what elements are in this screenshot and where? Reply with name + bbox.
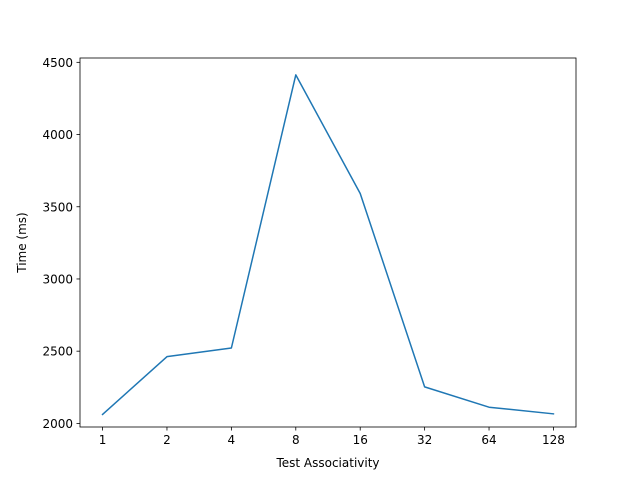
y-tick-label: 4000 (42, 128, 73, 142)
x-tick-label: 128 (542, 433, 565, 447)
y-tick-label: 3500 (42, 200, 73, 214)
y-tick-label: 2000 (42, 417, 73, 431)
x-tick-label: 32 (417, 433, 432, 447)
x-tick-label: 16 (353, 433, 368, 447)
x-tick-label: 64 (481, 433, 496, 447)
x-tick-label: 8 (292, 433, 300, 447)
x-tick-label: 2 (163, 433, 171, 447)
y-tick-label: 4500 (42, 56, 73, 70)
y-axis-ticks: 2000 2500 3000 3500 4000 4500 (42, 56, 80, 431)
series-line (101, 74, 555, 416)
x-tick-label: 1 (99, 433, 107, 447)
x-axis-label: Test Associativity (275, 456, 379, 470)
plot-frame (79, 57, 577, 428)
x-axis-ticks: 1 2 4 8 16 32 64 128 (99, 427, 565, 447)
y-axis-label: Time (ms) (15, 212, 29, 274)
plot-area (80, 58, 576, 427)
x-tick-label: 4 (228, 433, 236, 447)
y-tick-label: 3000 (42, 272, 73, 286)
y-tick-label: 2500 (42, 345, 73, 359)
